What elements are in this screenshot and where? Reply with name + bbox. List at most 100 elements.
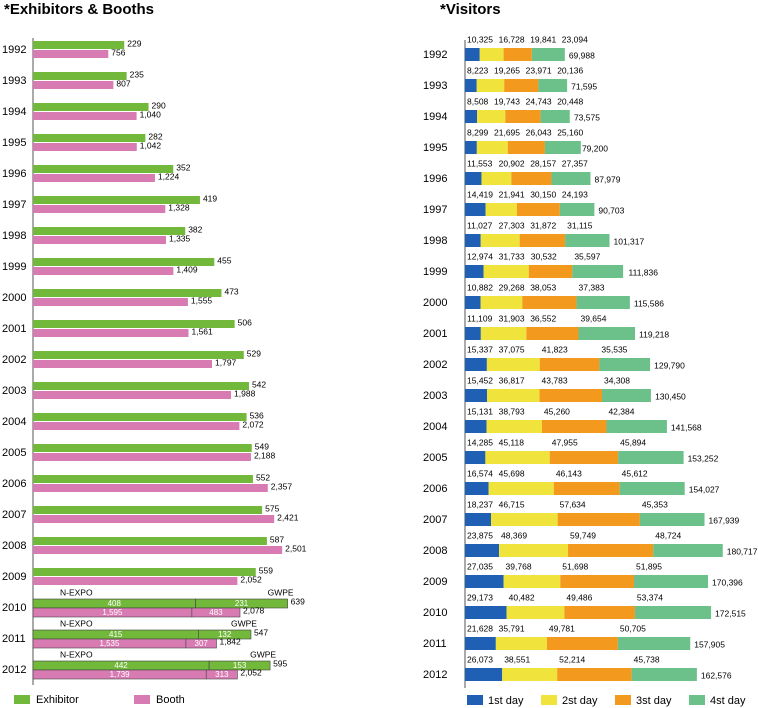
data-label: 31,733 xyxy=(499,251,525,261)
total-label: 170,396 xyxy=(712,577,743,587)
y-tick-label: 2004 xyxy=(2,416,26,428)
data-label: 23,094 xyxy=(562,34,588,44)
data-label: 21,695 xyxy=(494,127,520,137)
data-label: 27,303 xyxy=(499,220,525,230)
bar-segment xyxy=(465,575,504,588)
bar-segment xyxy=(528,265,573,278)
bar-segment xyxy=(639,513,705,526)
data-label: 536 xyxy=(250,410,264,420)
data-label: 26,073 xyxy=(467,654,493,664)
data-label: 235 xyxy=(130,69,144,79)
bar xyxy=(33,72,127,80)
total-label: 154,027 xyxy=(689,484,720,494)
bar-segment xyxy=(486,358,540,371)
bar-segment xyxy=(185,638,217,649)
bar-segment xyxy=(465,79,477,92)
data-label: 1,328 xyxy=(168,202,190,212)
bar-segment xyxy=(465,234,481,247)
y-tick-label: 1996 xyxy=(2,168,26,180)
y-tick-label: 2012 xyxy=(423,669,447,681)
y-tick-label: 1999 xyxy=(2,261,26,273)
bar xyxy=(33,258,215,266)
bar-segment xyxy=(522,296,577,309)
y-tick-label: 1998 xyxy=(2,230,26,242)
bar xyxy=(33,50,109,58)
bar xyxy=(33,103,149,111)
bar-segment xyxy=(634,575,709,588)
legend-swatch xyxy=(615,695,631,705)
data-label: 529 xyxy=(247,348,261,358)
bar-segment xyxy=(495,637,547,650)
segment-label: 1,535 xyxy=(99,639,120,648)
data-label: 1,555 xyxy=(191,295,213,305)
data-label: 38,551 xyxy=(504,654,530,664)
bar xyxy=(33,267,174,275)
bar xyxy=(33,475,253,483)
bar-segment xyxy=(549,451,619,464)
y-tick-label: 2003 xyxy=(2,385,26,397)
bar xyxy=(33,320,235,328)
data-label: 2,501 xyxy=(285,543,307,553)
chart-title: *Exhibitors & Booths xyxy=(4,1,154,18)
data-label: 547 xyxy=(254,627,268,637)
data-label: 21,941 xyxy=(499,189,525,199)
data-label: 34,308 xyxy=(604,375,630,385)
legend-label: 1st day xyxy=(488,695,524,707)
y-tick-label: 2002 xyxy=(2,354,26,366)
data-label: 35,597 xyxy=(574,251,600,261)
legend-swatch xyxy=(134,695,150,704)
bar-segment xyxy=(560,575,635,588)
bar-segment xyxy=(506,606,565,619)
segment-label: 1,739 xyxy=(110,670,131,679)
data-label: 29,268 xyxy=(499,282,525,292)
bar xyxy=(33,41,125,49)
data-label: 51,895 xyxy=(636,561,662,571)
segment-label: 132 xyxy=(218,630,232,639)
y-tick-label: 1993 xyxy=(423,80,447,92)
y-tick-label: 2012 xyxy=(2,664,26,676)
bar-segment xyxy=(465,544,500,557)
segment-name: N-EXPO xyxy=(60,649,93,659)
bar-segment xyxy=(531,48,565,61)
bar xyxy=(33,537,267,545)
data-label: 31,903 xyxy=(499,313,525,323)
bar-segment xyxy=(568,544,654,557)
data-label: 10,882 xyxy=(467,282,493,292)
y-tick-label: 2009 xyxy=(423,576,447,588)
bar-segment xyxy=(631,668,697,681)
data-label: 20,448 xyxy=(557,96,583,106)
bar xyxy=(33,236,166,244)
bar-segment xyxy=(502,668,558,681)
bar-segment xyxy=(526,327,579,340)
data-label: 20,902 xyxy=(499,158,525,168)
bar-segment xyxy=(205,669,238,680)
bar-segment xyxy=(541,420,607,433)
bar xyxy=(33,422,240,430)
y-tick-label: 1995 xyxy=(423,142,447,154)
bar-segment xyxy=(479,48,504,61)
data-label: 10,325 xyxy=(467,34,493,44)
legend-label: Exhibitor xyxy=(36,694,79,706)
legend-label: Booth xyxy=(156,694,185,706)
bar-segment xyxy=(465,451,486,464)
bar-segment xyxy=(576,296,630,309)
bar-segment xyxy=(634,606,712,619)
bar-segment xyxy=(557,668,632,681)
y-tick-label: 2005 xyxy=(2,447,26,459)
data-label: 40,482 xyxy=(509,592,535,602)
bar xyxy=(33,484,268,492)
bar-segment xyxy=(503,575,561,588)
bar-segment xyxy=(578,327,636,340)
y-tick-label: 2002 xyxy=(423,359,447,371)
bar-segment xyxy=(208,660,271,671)
data-label: 2,357 xyxy=(271,481,293,491)
y-tick-label: 2011 xyxy=(2,633,26,645)
data-label: 19,743 xyxy=(494,96,520,106)
y-tick-label: 2009 xyxy=(2,571,26,583)
data-label: 2,188 xyxy=(254,450,276,460)
bar-segment xyxy=(481,172,512,185)
data-label: 2,052 xyxy=(240,574,262,584)
bar-segment xyxy=(476,141,508,154)
y-tick-label: 2006 xyxy=(2,478,26,490)
bar xyxy=(33,391,232,399)
